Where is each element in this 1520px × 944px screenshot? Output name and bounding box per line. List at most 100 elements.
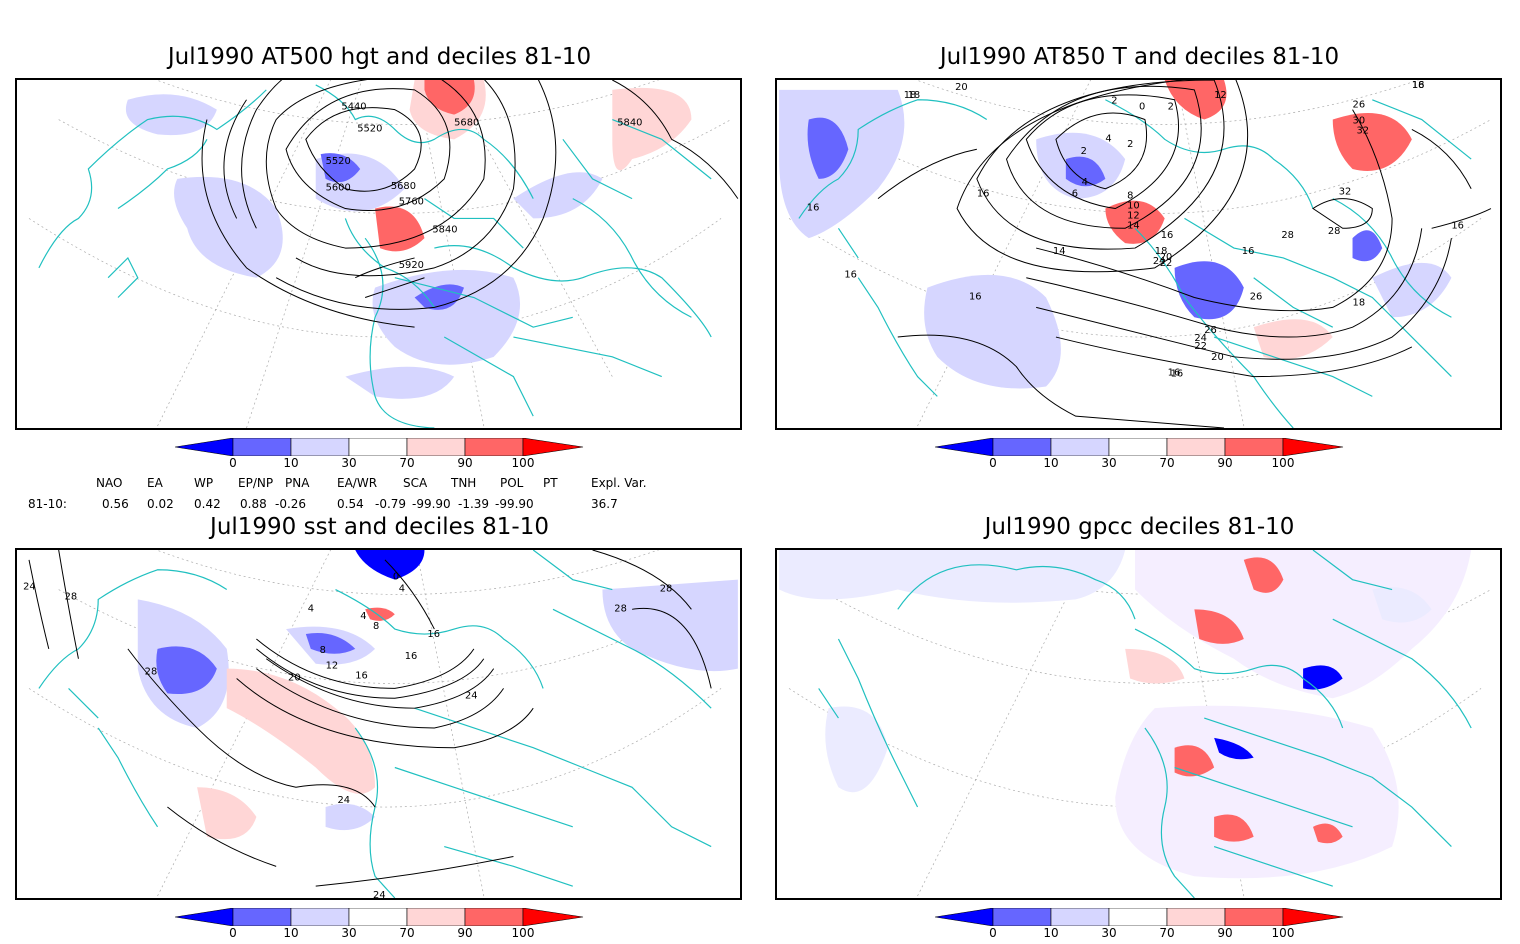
contour-label: 32 bbox=[1339, 187, 1352, 198]
contour-label: 12 bbox=[1214, 90, 1227, 101]
colorbar-tick: 90 bbox=[1217, 456, 1233, 470]
colorbar-tick: 100 bbox=[511, 926, 535, 940]
index-header: PT bbox=[543, 476, 558, 490]
colorbar-hgt500: 0 10 30 70 90 100 bbox=[175, 438, 585, 474]
map-panel-hgt500: 5440 5520 5520 5600 5680 5680 5760 5840 … bbox=[15, 78, 742, 430]
contour-label: 5520 bbox=[326, 156, 351, 167]
map-hgt500: 5440 5520 5520 5600 5680 5680 5760 5840 … bbox=[28, 80, 739, 428]
colorbar-tick: 90 bbox=[457, 926, 473, 940]
contour-label: 22 bbox=[1194, 341, 1207, 352]
colorbar-tick: 70 bbox=[399, 456, 415, 470]
contour-label: 32 bbox=[1356, 125, 1369, 136]
contour-label: 28 bbox=[1328, 226, 1341, 237]
panel-title-hgt500: Jul1990 AT500 hgt and deciles 81-10 bbox=[167, 44, 592, 70]
colorbar-tick: 10 bbox=[283, 456, 299, 470]
contour-label: 5440 bbox=[341, 102, 366, 113]
decile-shading bbox=[137, 550, 738, 840]
map-panel-sst: 24 28 28 20 16 12 8 4 0 4 8 16 24 24 28 … bbox=[15, 548, 742, 900]
contour-label: 14 bbox=[1127, 220, 1140, 231]
contour-label: 5600 bbox=[326, 183, 351, 194]
contour-label: 0 bbox=[1139, 102, 1145, 113]
coastlines bbox=[798, 99, 1472, 428]
contour-label: 5920 bbox=[399, 260, 424, 271]
contour-label: 0 bbox=[393, 572, 399, 583]
panel-title-gpcc: Jul1990 gpcc deciles 81-10 bbox=[984, 514, 1295, 540]
contour-label: 24 bbox=[337, 795, 350, 806]
map-panel-gpcc bbox=[775, 548, 1502, 900]
contour-label: 2 bbox=[1127, 139, 1133, 150]
index-value: -99.90 bbox=[495, 497, 534, 511]
contour-label: 24 bbox=[1153, 256, 1166, 267]
contour-label: 24 bbox=[373, 890, 386, 898]
colorbar-tick: 0 bbox=[229, 926, 237, 940]
panel-title-sst: Jul1990 sst and deciles 81-10 bbox=[210, 514, 549, 540]
contour-label: 8 bbox=[320, 645, 326, 656]
colorbar-tick: 100 bbox=[1271, 926, 1295, 940]
colorbar-tick: 70 bbox=[1159, 456, 1175, 470]
contour-label: 16 bbox=[807, 203, 820, 214]
contour-label: 4 bbox=[360, 611, 366, 622]
index-value: 0.42 bbox=[194, 497, 221, 511]
colorbar-swatches bbox=[175, 438, 584, 456]
contour-label: 16 bbox=[1412, 80, 1425, 91]
decile-shading bbox=[779, 80, 1452, 389]
contour-label: 22 bbox=[1160, 258, 1173, 269]
contour-label: 26 bbox=[1353, 100, 1366, 111]
colorbar-swatches bbox=[175, 908, 584, 926]
index-header-row: NAO EA WP EP/NP PNA EA/WR SCA TNH POL PT… bbox=[0, 476, 760, 492]
contour-label: 5680 bbox=[454, 117, 479, 128]
contour-label: 20 bbox=[1211, 352, 1224, 363]
contour-label: 16 bbox=[1161, 230, 1174, 241]
contour-label: 18 bbox=[1155, 246, 1168, 257]
index-value: 0.88 bbox=[240, 497, 267, 511]
colorbar-swatches bbox=[935, 908, 1344, 926]
height-contours bbox=[201, 80, 739, 328]
index-header: TNH bbox=[451, 476, 477, 490]
contour-label: 4 bbox=[399, 584, 405, 595]
index-header: Expl. Var. bbox=[591, 476, 647, 490]
contour-labels: 24 28 28 20 16 12 8 4 0 4 8 16 24 24 28 … bbox=[23, 572, 672, 898]
contour-label: 16 bbox=[977, 189, 990, 200]
temperature-contours bbox=[877, 80, 1492, 428]
contour-label: 16 bbox=[969, 291, 982, 302]
colorbar-tick: 30 bbox=[1101, 456, 1117, 470]
contour-label: 14 bbox=[1053, 246, 1066, 257]
contour-label: 6 bbox=[1072, 189, 1078, 200]
contour-label: 8 bbox=[1127, 191, 1133, 202]
contour-label: 16 bbox=[1242, 246, 1255, 257]
contour-label: 18 bbox=[908, 90, 921, 101]
contour-label: 24 bbox=[23, 582, 36, 593]
colorbar-tick: 90 bbox=[1217, 926, 1233, 940]
contour-label: 2 bbox=[1168, 102, 1174, 113]
contour-label: 18 bbox=[1412, 80, 1425, 91]
colorbar-gpcc: 0 10 30 70 90 100 bbox=[935, 908, 1345, 944]
contour-label: 5840 bbox=[432, 224, 457, 235]
map-sst: 24 28 28 20 16 12 8 4 0 4 8 16 24 24 28 … bbox=[23, 550, 738, 898]
colorbar-tick: 0 bbox=[989, 456, 997, 470]
contour-label: 20 bbox=[1160, 252, 1173, 263]
index-header: SCA bbox=[403, 476, 428, 490]
colorbar-tick: 10 bbox=[1043, 926, 1059, 940]
colorbar-tick: 30 bbox=[341, 456, 357, 470]
coastlines bbox=[38, 550, 712, 898]
index-value: 0.02 bbox=[147, 497, 174, 511]
colorbar-tick: 90 bbox=[457, 456, 473, 470]
contour-label: 16 bbox=[427, 629, 440, 640]
contour-label: 18 bbox=[904, 90, 917, 101]
contour-label: 5760 bbox=[399, 197, 424, 208]
index-value: -0.26 bbox=[275, 497, 307, 511]
contour-label: 2 bbox=[1081, 146, 1087, 157]
contour-label: 5520 bbox=[357, 123, 382, 134]
contour-label: 26 bbox=[1204, 325, 1217, 336]
index-value: -0.79 bbox=[375, 497, 407, 511]
contour-label: 16 bbox=[1171, 369, 1184, 380]
index-header: EA bbox=[147, 476, 163, 490]
contour-label: 28 bbox=[145, 667, 158, 678]
index-value: 0.54 bbox=[337, 497, 364, 511]
contour-label: 30 bbox=[1353, 116, 1366, 127]
colorbar-t850: 0 10 30 70 90 100 bbox=[935, 438, 1345, 474]
contour-label: 5840 bbox=[617, 117, 642, 128]
colorbar-tick: 70 bbox=[1159, 926, 1175, 940]
contour-label: 12 bbox=[1127, 210, 1140, 221]
colorbar-tick: 30 bbox=[1101, 926, 1117, 940]
